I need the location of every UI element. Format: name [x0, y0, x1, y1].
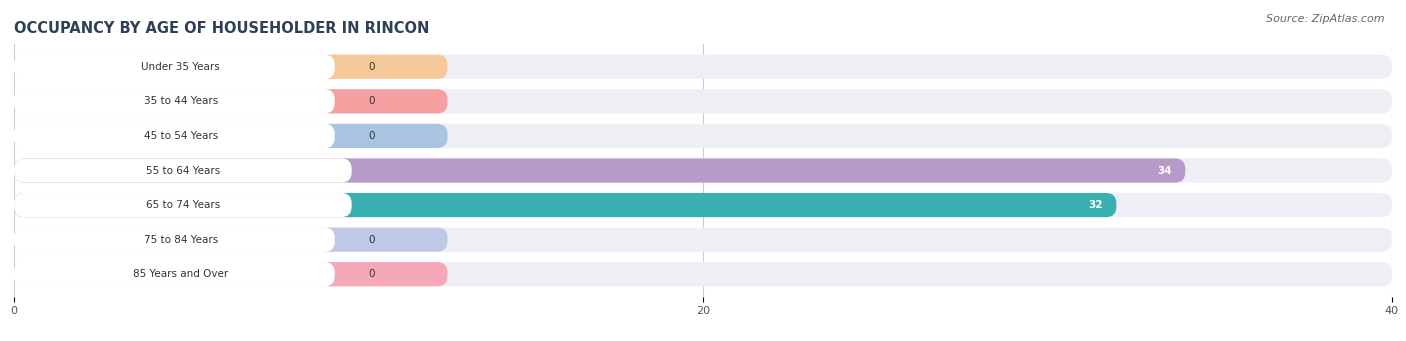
Text: 0: 0 — [368, 269, 375, 279]
Text: 55 to 64 Years: 55 to 64 Years — [146, 165, 219, 176]
FancyBboxPatch shape — [14, 89, 335, 114]
Text: 0: 0 — [368, 235, 375, 244]
Text: 34: 34 — [1157, 165, 1171, 176]
FancyBboxPatch shape — [14, 193, 352, 217]
Text: 65 to 74 Years: 65 to 74 Years — [146, 200, 219, 210]
FancyBboxPatch shape — [319, 55, 447, 79]
Text: 45 to 54 Years: 45 to 54 Years — [143, 131, 218, 141]
Text: 0: 0 — [368, 131, 375, 141]
FancyBboxPatch shape — [14, 159, 1185, 182]
FancyBboxPatch shape — [319, 227, 447, 252]
Text: 0: 0 — [368, 97, 375, 106]
Text: 75 to 84 Years: 75 to 84 Years — [143, 235, 218, 244]
FancyBboxPatch shape — [319, 89, 447, 114]
FancyBboxPatch shape — [14, 262, 1392, 286]
FancyBboxPatch shape — [14, 55, 1392, 79]
FancyBboxPatch shape — [14, 124, 329, 148]
Text: OCCUPANCY BY AGE OF HOUSEHOLDER IN RINCON: OCCUPANCY BY AGE OF HOUSEHOLDER IN RINCO… — [14, 21, 429, 36]
FancyBboxPatch shape — [14, 124, 335, 148]
FancyBboxPatch shape — [14, 193, 1116, 217]
Text: 0: 0 — [368, 62, 375, 72]
FancyBboxPatch shape — [14, 262, 335, 286]
FancyBboxPatch shape — [14, 262, 329, 286]
FancyBboxPatch shape — [14, 89, 1392, 114]
FancyBboxPatch shape — [14, 227, 329, 252]
FancyBboxPatch shape — [14, 55, 335, 79]
Text: Under 35 Years: Under 35 Years — [142, 62, 221, 72]
FancyBboxPatch shape — [319, 262, 447, 286]
FancyBboxPatch shape — [14, 89, 329, 114]
FancyBboxPatch shape — [14, 227, 335, 252]
FancyBboxPatch shape — [14, 227, 1392, 252]
FancyBboxPatch shape — [14, 193, 1392, 217]
FancyBboxPatch shape — [14, 55, 329, 79]
FancyBboxPatch shape — [14, 159, 352, 182]
Text: 32: 32 — [1088, 200, 1102, 210]
Text: Source: ZipAtlas.com: Source: ZipAtlas.com — [1267, 14, 1385, 24]
FancyBboxPatch shape — [14, 159, 1392, 182]
FancyBboxPatch shape — [319, 124, 447, 148]
Text: 85 Years and Over: 85 Years and Over — [134, 269, 228, 279]
FancyBboxPatch shape — [14, 124, 1392, 148]
Text: 35 to 44 Years: 35 to 44 Years — [143, 97, 218, 106]
